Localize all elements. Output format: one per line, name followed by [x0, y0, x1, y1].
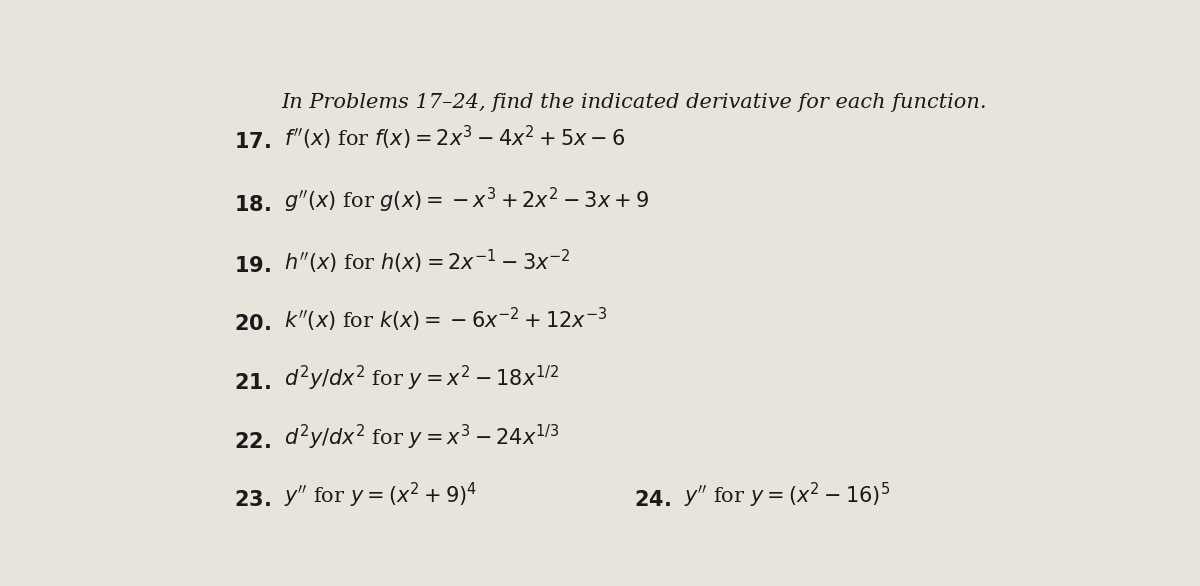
Text: $f''(x)$ for $f(x) = 2x^3 - 4x^2 + 5x - 6$: $f''(x)$ for $f(x) = 2x^3 - 4x^2 + 5x - …: [278, 123, 626, 152]
Text: $\mathbf{24.}$: $\mathbf{24.}$: [634, 490, 671, 510]
Text: $\mathbf{18.}$: $\mathbf{18.}$: [234, 195, 270, 214]
Text: $d^2y/dx^2$ for $y = x^2 - 18x^{1/2}$: $d^2y/dx^2$ for $y = x^2 - 18x^{1/2}$: [278, 364, 559, 393]
Text: $y''$ for $y = (x^2 + 9)^4$: $y''$ for $y = (x^2 + 9)^4$: [278, 481, 478, 510]
Text: $\mathbf{17.}$: $\mathbf{17.}$: [234, 131, 270, 152]
Text: $y''$ for $y = (x^2 - 16)^5$: $y''$ for $y = (x^2 - 16)^5$: [678, 481, 890, 510]
Text: In Problems 17–24, find the indicated derivative for each function.: In Problems 17–24, find the indicated de…: [281, 93, 986, 112]
Text: $h''(x)$ for $h(x) = 2x^{-1} - 3x^{-2}$: $h''(x)$ for $h(x) = 2x^{-1} - 3x^{-2}$: [278, 247, 571, 275]
Text: $k''(x)$ for $k(x) = -6x^{-2} + 12x^{-3}$: $k''(x)$ for $k(x) = -6x^{-2} + 12x^{-3}…: [278, 306, 608, 334]
Text: $g''(x)$ for $g(x) = -x^3 + 2x^2 - 3x + 9$: $g''(x)$ for $g(x) = -x^3 + 2x^2 - 3x + …: [278, 186, 649, 214]
Text: $\mathbf{21.}$: $\mathbf{21.}$: [234, 373, 270, 393]
Text: $\mathbf{20.}$: $\mathbf{20.}$: [234, 314, 270, 334]
Text: $\mathbf{22.}$: $\mathbf{22.}$: [234, 432, 270, 452]
Text: $\mathbf{19.}$: $\mathbf{19.}$: [234, 255, 270, 275]
Text: $d^2y/dx^2$ for $y = x^3 - 24x^{1/3}$: $d^2y/dx^2$ for $y = x^3 - 24x^{1/3}$: [278, 423, 560, 452]
Text: $\mathbf{23.}$: $\mathbf{23.}$: [234, 490, 270, 510]
